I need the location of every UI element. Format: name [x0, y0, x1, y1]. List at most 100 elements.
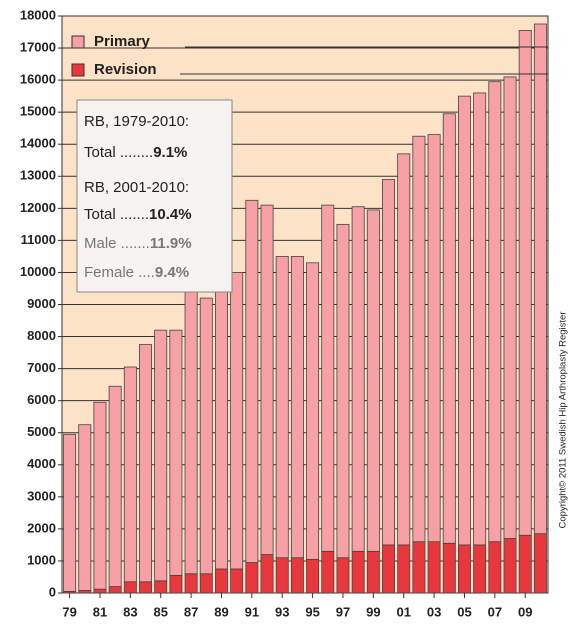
x-tick-label: 07	[488, 604, 502, 619]
bar-segment	[366, 550, 380, 594]
bar-segment	[488, 81, 502, 543]
bar-segment	[351, 550, 365, 594]
y-tick-label: 5000	[27, 424, 56, 439]
x-tick-label: 03	[427, 604, 441, 619]
bar-segment	[123, 366, 137, 583]
bar-segment	[169, 574, 183, 594]
bar-segment	[306, 558, 320, 594]
bar-segment	[260, 554, 274, 594]
x-tick-label: 87	[184, 604, 198, 619]
x-tick-label: 09	[518, 604, 532, 619]
info-line: Total .......10.4%	[84, 206, 192, 223]
x-tick-label: 05	[457, 604, 471, 619]
y-tick-label: 16000	[20, 72, 56, 87]
bar-segment	[78, 424, 92, 591]
legend-swatch	[71, 63, 85, 77]
bar-segment	[427, 541, 441, 594]
y-tick-label: 4000	[27, 456, 56, 471]
bar-segment	[503, 538, 517, 594]
bar-segment	[412, 135, 426, 543]
x-tick-label: 95	[305, 604, 319, 619]
bar-segment	[382, 544, 396, 594]
bar-segment	[199, 573, 213, 594]
y-tick-label: 17000	[20, 39, 56, 54]
bar-segment	[290, 256, 304, 559]
x-tick-label: 91	[245, 604, 259, 619]
bar-segment	[442, 542, 456, 594]
bar-segment	[382, 179, 396, 546]
bar-segment	[336, 557, 350, 594]
bar-segment	[351, 206, 365, 552]
info-label: Male .......	[84, 235, 150, 252]
x-tick-label: 99	[366, 604, 380, 619]
bar-segment	[154, 580, 168, 594]
bar-segment	[336, 223, 350, 559]
y-tick-label: 8000	[27, 328, 56, 343]
bar-segment	[457, 544, 471, 594]
bar-segment	[93, 588, 107, 594]
bar-segment	[427, 134, 441, 543]
x-tick-label: 83	[123, 604, 137, 619]
bar-segment	[488, 541, 502, 594]
y-tick-label: 6000	[27, 392, 56, 407]
y-tick-label: 9000	[27, 296, 56, 311]
x-tick-label: 01	[396, 604, 410, 619]
x-tick-label: 79	[62, 604, 76, 619]
bar-segment	[457, 95, 471, 546]
bar-segment	[533, 23, 547, 535]
bar-segment	[184, 291, 198, 575]
bar-segment	[503, 76, 517, 539]
bar-segment	[214, 284, 228, 570]
info-value: 9.1%	[153, 144, 187, 161]
bar-segment	[412, 541, 426, 594]
bar-segment	[321, 550, 335, 594]
legend-swatch	[71, 35, 85, 49]
bar-segment	[306, 262, 320, 560]
x-tick-label: 85	[153, 604, 167, 619]
bar-segment	[321, 204, 335, 552]
info-value: 11.9%	[150, 235, 192, 252]
x-tick-label: 97	[336, 604, 350, 619]
info-label: Total ........	[84, 144, 153, 161]
bar-segment	[518, 534, 532, 594]
y-tick-label: 12000	[20, 200, 56, 215]
bar-segment	[366, 209, 380, 552]
info-line: Female ....9.4%	[84, 264, 189, 281]
bar-segment	[518, 30, 532, 536]
bar-segment	[169, 329, 183, 576]
bar-segment	[123, 581, 137, 594]
bar-segment	[93, 401, 107, 590]
y-tick-label: 1000	[27, 552, 56, 567]
bar-segment	[139, 581, 153, 594]
y-tick-label: 13000	[20, 168, 56, 183]
y-tick-label: 18000	[20, 7, 56, 22]
bar-segment	[473, 544, 487, 594]
bar-segment	[230, 272, 244, 570]
bar-segment	[397, 153, 411, 546]
y-tick-label: 15000	[20, 104, 56, 119]
y-tick-label: 7000	[27, 360, 56, 375]
info-value: 10.4%	[149, 206, 192, 223]
info-value: 9.4%	[155, 264, 189, 281]
bar-segment	[63, 433, 77, 592]
info-label: Female ....	[84, 264, 155, 281]
y-tick-label: 0	[49, 584, 56, 599]
bar-segment	[108, 586, 122, 594]
bar-segment	[533, 533, 547, 594]
info-box: RB, 1979-2010: Total ........9.1% RB, 20…	[76, 99, 233, 293]
y-tick-label: 3000	[27, 488, 56, 503]
info-label: Total .......	[84, 206, 149, 223]
y-tick-label: 10000	[20, 264, 56, 279]
legend-label: Primary	[94, 33, 151, 50]
legend-label: Revision	[94, 61, 157, 78]
bar-segment	[275, 557, 289, 594]
bars	[63, 23, 547, 594]
info-heading: RB, 1979-2010:	[84, 113, 189, 130]
bar-segment	[260, 204, 274, 555]
y-tick-label: 11000	[21, 232, 56, 247]
info-heading: RB, 2001-2010:	[84, 179, 189, 196]
x-tick-label: 89	[214, 604, 228, 619]
copyright: Copyright© 2011 Swedish Hip Arthroplasty…	[558, 312, 569, 529]
bar-segment	[184, 573, 198, 594]
